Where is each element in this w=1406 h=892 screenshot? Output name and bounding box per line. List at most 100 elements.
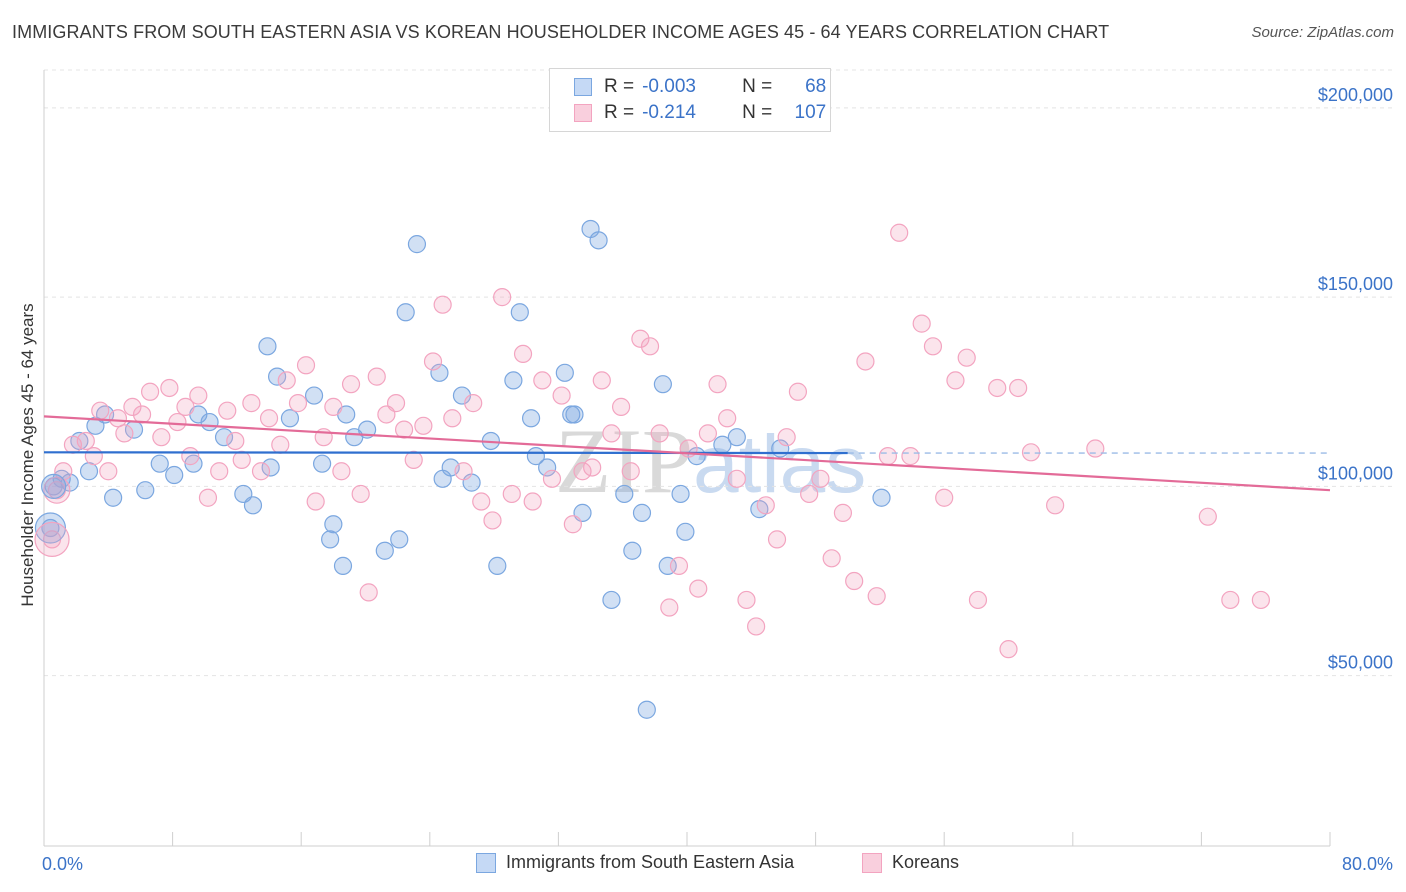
point-korean <box>513 344 533 364</box>
point-korean <box>152 428 171 447</box>
point-korean <box>811 469 830 488</box>
point-korean <box>454 462 473 481</box>
point-sea <box>504 371 523 390</box>
point-korean <box>433 295 452 314</box>
point-korean <box>583 458 602 477</box>
point-sea <box>104 488 123 507</box>
point-korean <box>271 435 290 454</box>
point-korean <box>341 375 361 394</box>
point-korean <box>108 409 128 428</box>
point-sea <box>333 556 353 575</box>
point-korean-cluster <box>43 476 71 504</box>
point-korean <box>288 394 308 413</box>
point-sea <box>602 590 621 610</box>
point-korean <box>242 394 261 413</box>
point-korean <box>1251 590 1270 610</box>
point-korean <box>259 409 279 428</box>
point-korean <box>198 488 218 507</box>
point-sea <box>312 454 332 473</box>
point-korean <box>359 583 378 602</box>
point-korean <box>800 484 819 504</box>
point-korean <box>708 375 727 394</box>
point-korean <box>226 431 245 451</box>
point-korean <box>76 431 95 451</box>
point-korean <box>640 337 660 356</box>
y-tick-label: $100,000 <box>1318 463 1393 483</box>
point-sea <box>243 496 263 515</box>
point-sea <box>79 462 99 481</box>
point-sea <box>589 231 608 250</box>
point-korean <box>218 401 237 420</box>
point-korean <box>140 382 160 401</box>
point-korean <box>756 496 775 515</box>
series-legend-koreans: Koreans <box>862 852 959 873</box>
point-korean <box>999 640 1018 659</box>
point-korean <box>414 416 433 435</box>
point-sea <box>375 541 394 560</box>
trend-lines <box>43 415 1331 492</box>
point-korean <box>923 337 943 356</box>
point-sea <box>261 458 280 477</box>
x-tick-label: 80.0% <box>1342 854 1393 874</box>
point-korean <box>747 617 766 636</box>
point-korean <box>689 579 708 598</box>
point-korean <box>833 503 853 522</box>
grid-lines <box>44 69 1394 677</box>
point-sea <box>430 363 449 382</box>
x-tick-label: 0.0% <box>42 854 83 874</box>
legend-n-value: 107 <box>794 102 827 123</box>
legend-row-sea: R = -0.003 N = 68 <box>574 75 826 99</box>
series-name-sea: Immigrants from South Eastern Asia <box>506 852 795 872</box>
legend-r-value: -0.003 <box>642 76 696 97</box>
point-sea <box>632 503 652 522</box>
point-korean <box>878 447 898 466</box>
legend-swatch-blue <box>574 78 592 96</box>
legend-n-value: 68 <box>805 76 827 97</box>
source-credit: Source: ZipAtlas.com <box>1251 24 1394 41</box>
point-korean <box>737 590 756 610</box>
point-korean <box>296 356 316 375</box>
point-korean <box>867 587 886 606</box>
point-sea <box>615 484 634 504</box>
point-sea <box>521 409 541 428</box>
point-korean <box>277 371 296 390</box>
point-korean <box>533 371 552 390</box>
point-korean <box>631 329 650 348</box>
y-axis-title: Householder Income Ages 45 - 64 years <box>18 303 37 606</box>
point-sea <box>150 454 169 473</box>
point-korean <box>351 484 370 504</box>
point-korean <box>552 386 571 405</box>
watermark: ZIPatlas <box>555 408 866 514</box>
point-korean <box>464 394 483 413</box>
point-korean <box>957 348 976 367</box>
point-korean <box>845 571 864 591</box>
point-korean <box>483 511 502 530</box>
point-sea <box>637 700 656 719</box>
point-sea <box>510 303 529 322</box>
point-sea <box>321 530 340 549</box>
point-korean <box>1086 439 1105 458</box>
trend-line-sea <box>43 451 848 455</box>
correlation-legend: R = -0.003 N = 68 R = -0.214 N = 107 <box>549 68 831 132</box>
point-korean <box>946 371 965 390</box>
y-tick-label: $150,000 <box>1318 274 1393 294</box>
point-sea <box>165 465 184 485</box>
point-korean <box>306 492 325 511</box>
point-korean <box>935 488 954 507</box>
point-sea-cluster <box>41 473 67 499</box>
point-korean-cluster <box>34 521 70 557</box>
point-korean <box>856 352 875 371</box>
watermark-atlas: atlas <box>693 419 867 510</box>
point-korean <box>650 424 669 443</box>
series-name-koreans: Koreans <box>892 852 960 872</box>
legend-swatch-pink <box>574 104 592 122</box>
point-korean <box>523 492 542 511</box>
point-korean <box>767 530 787 549</box>
point-sea <box>676 522 695 541</box>
series-legend-sea: Immigrants from South Eastern Asia <box>476 852 794 873</box>
point-korean <box>168 412 187 432</box>
point-korean <box>822 549 841 568</box>
point-korean <box>443 409 462 428</box>
point-sea <box>623 541 642 560</box>
